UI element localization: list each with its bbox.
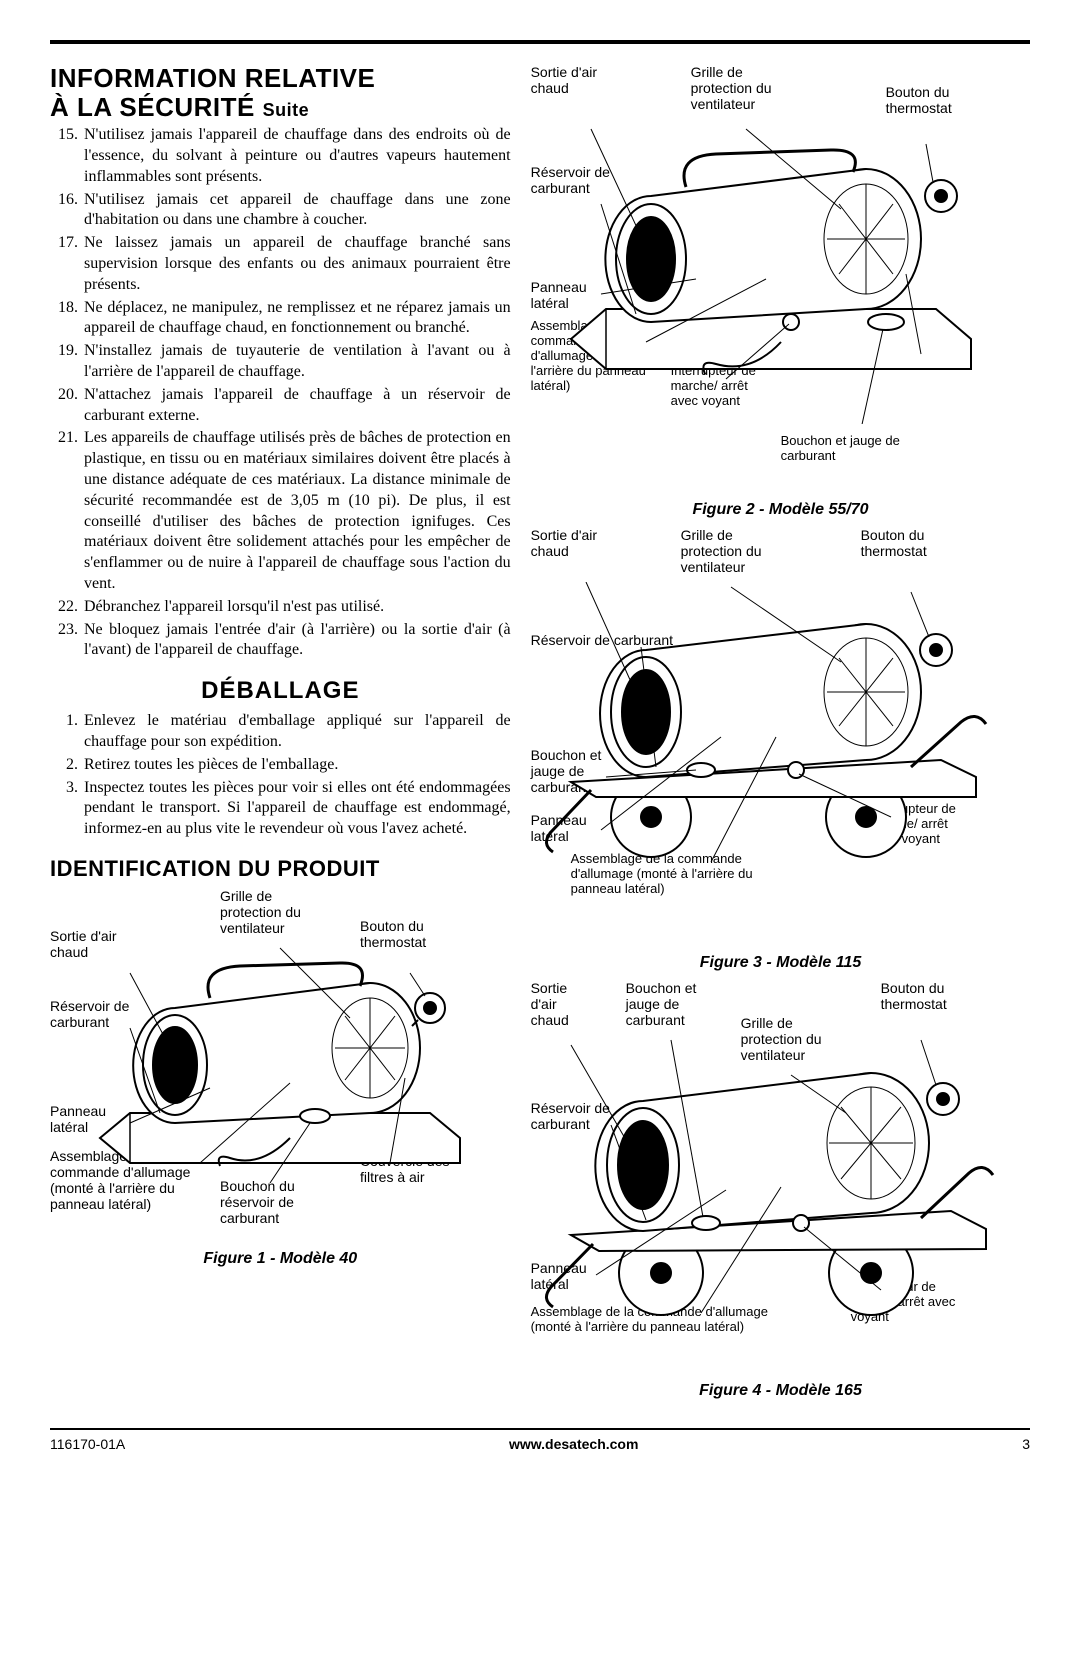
label-bouton-therm: Bouton du thermostat (861, 527, 951, 559)
list-item: Retirez toutes les pièces de l'emballage… (50, 755, 511, 776)
page-footer: 116170-01A www.desatech.com 3 (50, 1428, 1030, 1452)
footer-doc-id: 116170-01A (50, 1436, 125, 1452)
section-title: INFORMATION RELATIVE À LA SÉCURITÉ Suite (50, 64, 511, 121)
heater-diagram-icon (531, 124, 991, 424)
label-grille: Grille de protection du ventilateur (681, 527, 791, 575)
figure-4-caption: Figure 4 - Modèle 165 (531, 1382, 1031, 1400)
label-grille: Grille de protection du ventilateur (220, 888, 330, 936)
heater-diagram-icon (60, 938, 480, 1218)
identification-title: IDENTIFICATION DU PRODUIT (50, 856, 511, 882)
heater-diagram-icon (531, 582, 1001, 882)
figure-3: Sortie d'air chaud Grille de protection … (531, 527, 1031, 972)
deballage-list: Enlevez le matériau d'emballage appliqué… (50, 711, 511, 840)
footer-page-number: 3 (1022, 1436, 1030, 1452)
footer-url: www.desatech.com (509, 1436, 638, 1452)
left-column: INFORMATION RELATIVE À LA SÉCURITÉ Suite… (50, 64, 511, 1408)
list-item: Inspectez toutes les pièces pour voir si… (50, 778, 511, 840)
right-column: Sortie d'air chaud Grille de protection … (531, 64, 1031, 1408)
label-bouton-therm: Bouton du thermostat (886, 84, 976, 116)
label-sortie-air: Sortie d'air chaud (531, 980, 586, 1028)
label-sortie-air: Sortie d'air chaud (531, 64, 611, 96)
list-item: N'utilisez jamais cet appareil de chauff… (50, 190, 511, 232)
label-sortie-air: Sortie d'air chaud (531, 527, 611, 559)
figure-1: Sortie d'air chaud Grille de protection … (50, 888, 511, 1268)
list-item: Les appareils de chauffage utilisés près… (50, 428, 511, 594)
label-grille: Grille de protection du ventilateur (691, 64, 801, 112)
list-item: Ne déplacez, ne manipulez, ne remplissez… (50, 298, 511, 340)
list-item: N'utilisez jamais l'appareil de chauffag… (50, 125, 511, 187)
title-line1: INFORMATION RELATIVE (50, 63, 375, 93)
list-item: Ne bloquez jamais l'entrée d'air (à l'ar… (50, 620, 511, 662)
list-item: N'attachez jamais l'appareil de chauffag… (50, 385, 511, 427)
label-bouchon-jauge: Bouchon et jauge de carburant (781, 434, 931, 464)
figure-3-caption: Figure 3 - Modèle 115 (531, 954, 1031, 972)
figure-1-caption: Figure 1 - Modèle 40 (50, 1250, 511, 1268)
heater-diagram-icon (531, 1035, 1001, 1335)
label-bouton-therm: Bouton du thermostat (881, 980, 971, 1012)
figure-2: Sortie d'air chaud Grille de protection … (531, 64, 1031, 519)
title-suite: Suite (263, 100, 310, 120)
list-item: Ne laissez jamais un appareil de chauffa… (50, 233, 511, 295)
title-line2: À LA SÉCURITÉ (50, 92, 255, 122)
deballage-title: DÉBALLAGE (50, 677, 511, 705)
figure-4: Sortie d'air chaud Bouchon et jauge de c… (531, 980, 1031, 1400)
list-item: Enlevez le matériau d'emballage appliqué… (50, 711, 511, 753)
list-item: Débranchez l'appareil lorsqu'il n'est pa… (50, 597, 511, 618)
list-item: N'installez jamais de tuyauterie de vent… (50, 341, 511, 383)
label-bouchon-jauge: Bouchon et jauge de carburant (626, 980, 716, 1028)
figure-2-caption: Figure 2 - Modèle 55/70 (531, 501, 1031, 519)
safety-list: N'utilisez jamais l'appareil de chauffag… (50, 125, 511, 661)
